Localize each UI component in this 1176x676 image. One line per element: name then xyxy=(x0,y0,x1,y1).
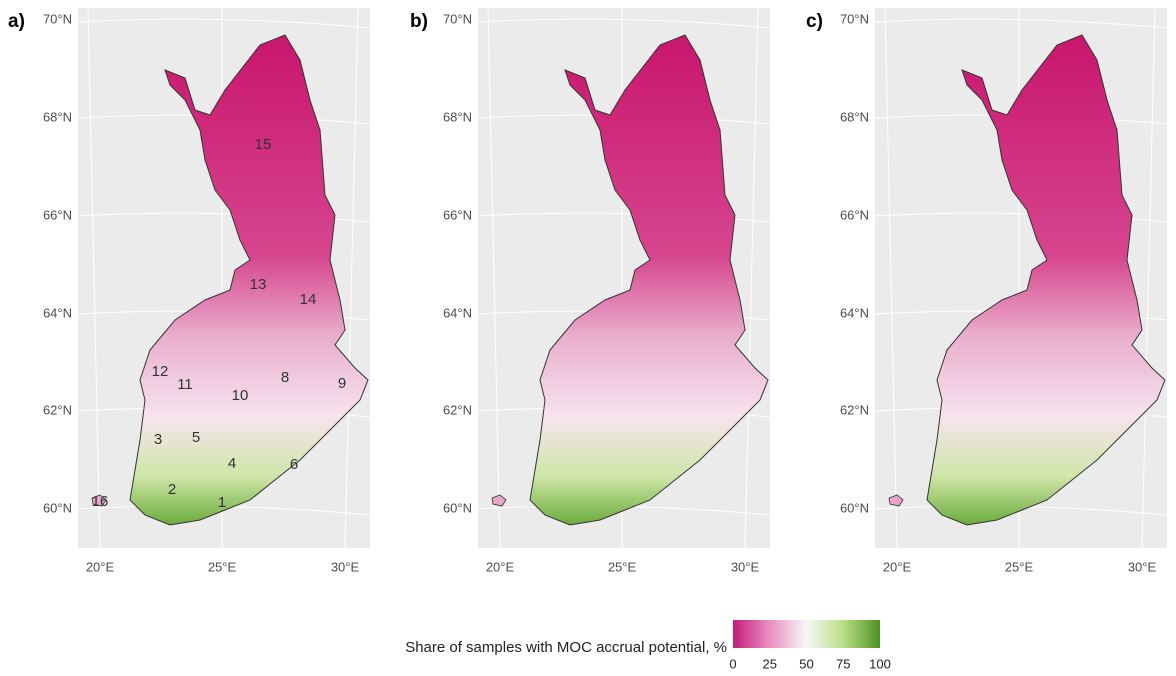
map-panel-b xyxy=(477,7,771,549)
region-label: 11 xyxy=(177,376,193,393)
lat-tick-label: 70°N xyxy=(443,11,472,26)
lat-tick-label: 64°N xyxy=(43,305,72,320)
lat-tick-label: 68°N xyxy=(443,109,472,124)
legend-tick-label: 0 xyxy=(729,656,736,671)
legend-tick-label: 100 xyxy=(869,656,891,671)
region-label: 9 xyxy=(338,375,346,392)
lat-tick-label: 62°N xyxy=(840,402,869,417)
lat-tick-label: 62°N xyxy=(443,402,472,417)
lon-tick-label: 25°E xyxy=(1005,559,1034,574)
lat-tick-label: 70°N xyxy=(840,11,869,26)
lon-tick-label: 25°E xyxy=(608,559,637,574)
map-panel-a xyxy=(77,7,371,549)
lat-tick-label: 66°N xyxy=(840,207,869,222)
lat-tick-label: 70°N xyxy=(43,11,72,26)
map-panel-c xyxy=(874,7,1168,549)
lon-tick-label: 20°E xyxy=(86,559,115,574)
lon-tick-label: 30°E xyxy=(331,559,360,574)
lat-tick-label: 66°N xyxy=(443,207,472,222)
legend-tick-label: 25 xyxy=(763,656,777,671)
panel-label: c) xyxy=(806,11,823,32)
lat-tick-label: 62°N xyxy=(43,402,72,417)
lat-tick-label: 64°N xyxy=(840,305,869,320)
region-label: 15 xyxy=(255,136,272,153)
region-label: 12 xyxy=(152,363,169,380)
region-label: 6 xyxy=(290,456,298,473)
legend-title: Share of samples with MOC accrual potent… xyxy=(405,639,727,656)
lon-tick-label: 20°E xyxy=(883,559,912,574)
region-label: 4 xyxy=(228,455,236,472)
legend-colorbar xyxy=(733,620,880,648)
lon-tick-label: 20°E xyxy=(486,559,515,574)
region-label: 2 xyxy=(168,481,176,498)
lat-tick-label: 66°N xyxy=(43,207,72,222)
region-label: 5 xyxy=(192,429,200,446)
region-label: 10 xyxy=(232,387,249,404)
legend-tick-label: 50 xyxy=(799,656,813,671)
lat-tick-label: 68°N xyxy=(43,109,72,124)
lon-tick-label: 30°E xyxy=(731,559,760,574)
lon-tick-label: 30°E xyxy=(1128,559,1157,574)
panel-label: a) xyxy=(8,11,25,32)
region-label: 14 xyxy=(300,291,317,308)
lat-tick-label: 60°N xyxy=(443,500,472,515)
lat-tick-label: 60°N xyxy=(840,500,869,515)
lat-tick-label: 60°N xyxy=(43,500,72,515)
region-label: 3 xyxy=(154,431,162,448)
region-label: 8 xyxy=(281,369,289,386)
lon-tick-label: 25°E xyxy=(208,559,237,574)
legend-tick-label: 75 xyxy=(836,656,850,671)
panel-label: b) xyxy=(410,11,428,32)
region-label: 16 xyxy=(92,493,109,510)
region-label: 1 xyxy=(218,494,226,511)
lat-tick-label: 64°N xyxy=(443,305,472,320)
region-label: 13 xyxy=(250,276,267,293)
lat-tick-label: 68°N xyxy=(840,109,869,124)
